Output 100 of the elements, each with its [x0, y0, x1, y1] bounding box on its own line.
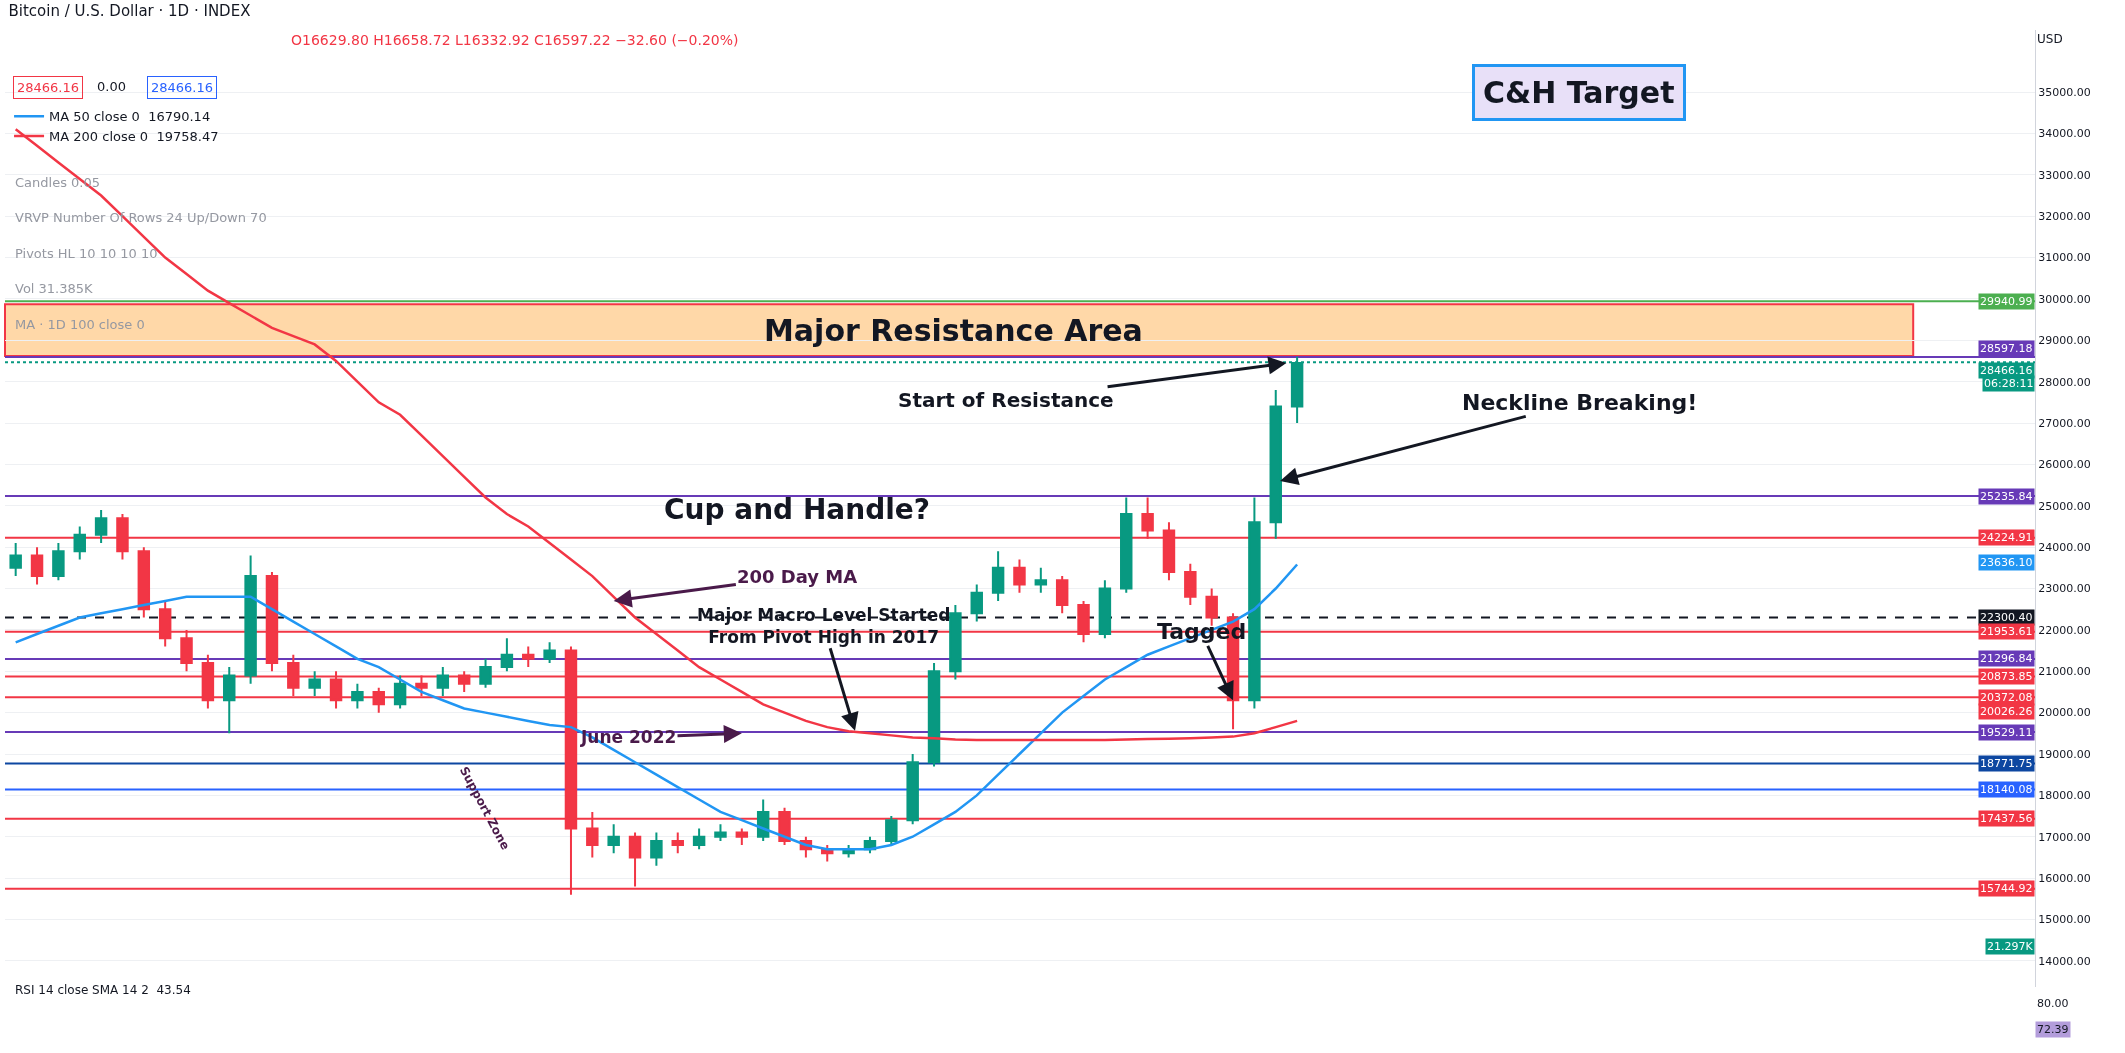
ref-line-label: 28466.16: [1980, 364, 2033, 377]
candlestick: [1013, 558, 1026, 594]
annotation: 28466.16: [17, 80, 80, 95]
text: 06:28:11: [1984, 377, 2034, 390]
y-tick-label: 25000.00: [2038, 499, 2091, 513]
candlestick: [436, 666, 450, 698]
candlestick: [308, 670, 321, 698]
y-tick-label: 28000.00: [2038, 375, 2091, 389]
candlestick: [73, 525, 86, 561]
candlestick: [714, 823, 727, 842]
candlestick: [30, 546, 44, 586]
annotation: Start of Resistance: [898, 388, 1114, 412]
y-tick-label: 18000.00: [2038, 789, 2091, 803]
y-tick-label: 34000.00: [2038, 127, 2091, 141]
annotation: MA · 1D 100 close 0: [15, 317, 145, 332]
candlestick: [885, 815, 898, 847]
y-tick-label: 22000.00: [2038, 623, 2091, 637]
y-tick-label: 23000.00: [2038, 582, 2091, 596]
annotation: Major Macro Level Started From Pivot High in 2017: [697, 605, 951, 648]
legend-label: MA 200 close 0 19758.47: [49, 129, 219, 145]
ref-line-label: 20873.85: [1980, 670, 2033, 683]
annotation: Pivots HL 10 10 10 10: [15, 246, 158, 261]
y-tick-label: 30000.00: [2038, 292, 2091, 306]
annotation: VRVP Number Of Rows 24 Up/Down 70: [15, 210, 267, 225]
legend-label: MA 50 close 0 16790.14: [49, 109, 211, 125]
candlestick: [522, 645, 535, 669]
ref-line-label: 21953.61: [1980, 625, 2033, 638]
candlestick: [692, 827, 706, 851]
annotation: 0.00: [97, 79, 126, 94]
y-tick-label: 29000.00: [2038, 334, 2091, 348]
candlestick: [970, 583, 983, 623]
candlestick: [607, 823, 620, 855]
candlestick: [94, 508, 108, 545]
line-series: [14, 563, 1299, 851]
candlestick: [393, 674, 407, 710]
ref-line-label: 21296.84: [1980, 652, 2033, 665]
y-tick-label: 21000.00: [2038, 665, 2091, 679]
y-tick-label: 19000.00: [2038, 747, 2091, 761]
candlestick: [52, 542, 65, 582]
candlestick: [1248, 496, 1261, 710]
text: 72.39: [2037, 1023, 2069, 1036]
candlestick: [671, 831, 684, 855]
candlestick: [1055, 575, 1069, 615]
ref-line-label: 15744.92: [1980, 882, 2033, 895]
ref-line-label: 22300.40: [1980, 611, 2033, 624]
y-tick-label: 14000.00: [2038, 954, 2091, 968]
candlestick: [650, 831, 663, 867]
band-label: Major Resistance Area: [764, 313, 1143, 348]
y-tick-label: 15000.00: [2038, 913, 2091, 927]
y-tick-label: 17000.00: [2038, 830, 2091, 844]
candlestick: [906, 753, 919, 826]
candlestick: [351, 682, 364, 710]
y-tick-label: 20000.00: [2038, 706, 2091, 720]
ref-line-label: 20372.08: [1980, 691, 2033, 704]
chart-subtitle: O16629.80 H16658.72 L16332.92 C16597.22 −32.60 (−0.20%): [291, 32, 739, 48]
y-tick-label: 35000.00: [2038, 85, 2091, 99]
annotation: 200 Day MA: [737, 566, 858, 587]
y-tick-label: 16000.00: [2038, 871, 2091, 885]
candlestick: [1120, 496, 1133, 594]
candlestick: [1034, 566, 1048, 594]
candlestick: [949, 604, 962, 681]
candlestick: [628, 831, 642, 888]
ref-line-label: 24224.91: [1980, 531, 2033, 544]
candlestick: [137, 546, 151, 619]
text: 80.00: [2037, 997, 2069, 1010]
annotation: Cup and Handle?: [664, 493, 931, 526]
ref-line-label: 18771.75: [1980, 757, 2033, 770]
y-tick-label: 27000.00: [2038, 416, 2091, 430]
candlestick: [244, 554, 257, 685]
y-tick-label: 33000.00: [2038, 168, 2091, 182]
y-axis-title: USD: [2037, 32, 2063, 46]
text: RSI 14 close SMA 14 2 43.54: [15, 983, 191, 997]
candlestick: [991, 550, 1005, 602]
ref-line-label: 28597.18: [1980, 342, 2033, 355]
text: C&H Target: [1483, 75, 1675, 110]
candlestick: [1184, 562, 1197, 607]
candlestick: [1269, 388, 1282, 540]
ref-line-label: 19529.11: [1980, 726, 2033, 739]
candlestick: [9, 542, 22, 578]
ref-line-label: 25235.84: [1980, 490, 2033, 503]
y-tick-label: 31000.00: [2038, 251, 2091, 265]
candlestick: [735, 827, 749, 847]
candlestick: [500, 637, 514, 673]
candlestick: [543, 641, 556, 664]
text: Neckline Breaking!: [1462, 390, 1698, 415]
y-tick-label: 26000.00: [2038, 458, 2091, 472]
annotation: Vol 31.385K: [15, 281, 94, 296]
candlestick: [927, 661, 941, 768]
candlestick: [223, 666, 236, 735]
annotation: 28466.16: [151, 80, 214, 95]
text: 21.297K: [1987, 940, 2034, 953]
ref-line-label: 29940.99: [1980, 295, 2033, 308]
text: 23636.10: [1980, 556, 2033, 569]
y-tick-label: 32000.00: [2038, 210, 2091, 224]
ref-line-label: 18140.08: [1980, 783, 2033, 796]
ref-line-label: 17437.56: [1980, 812, 2033, 825]
text: 20026.26: [1980, 705, 2033, 718]
candlestick: [479, 657, 492, 689]
candlestick: [1098, 579, 1112, 640]
chart-title: Bitcoin / U.S. Dollar · 1D · INDEX: [8, 1, 251, 20]
